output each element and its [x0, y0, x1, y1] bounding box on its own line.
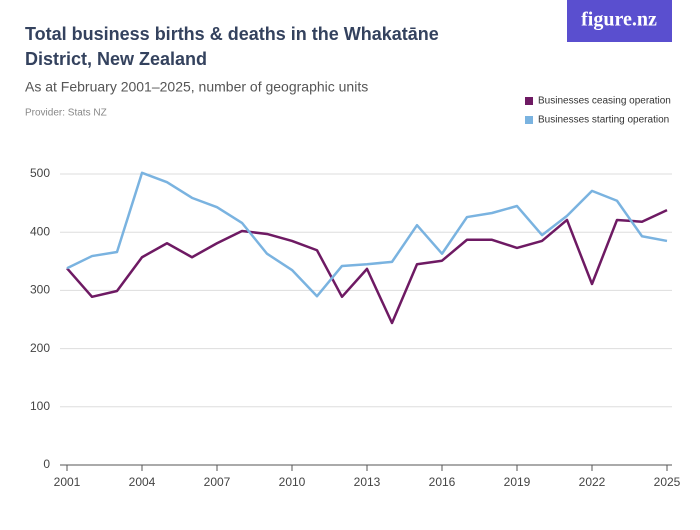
legend-marker — [525, 97, 533, 105]
chart-title: Total business births & deaths in the Wh… — [25, 24, 439, 69]
series-line — [66, 171, 668, 298]
logo: figure.nz — [581, 9, 657, 31]
x-tick-label: 2010 — [279, 475, 306, 489]
x-tick-label: 2016 — [429, 475, 456, 489]
y-tick-label: 200 — [30, 341, 50, 355]
x-tick-label: 2013 — [354, 475, 381, 489]
source: Provider: Stats NZ — [25, 108, 107, 119]
title-box: Total business births & deaths in the Wh… — [25, 24, 439, 69]
legend-label: Businesses ceasing operation — [538, 96, 671, 107]
y-tick-label: 0 — [43, 457, 50, 471]
x-tick-label: 2019 — [504, 475, 531, 489]
series-line — [66, 208, 668, 325]
legend-label: Businesses starting operation — [538, 115, 669, 126]
legend-marker — [525, 116, 533, 124]
x-tick-label: 2022 — [579, 475, 606, 489]
x-tick-label: 2001 — [54, 475, 81, 489]
y-tick-label: 300 — [30, 283, 50, 297]
y-tick-label: 500 — [30, 166, 50, 180]
x-tick-label: 2025 — [654, 475, 681, 489]
subtitle: As at February 2001–2025, number of geog… — [25, 79, 368, 95]
x-tick-label: 2007 — [204, 475, 231, 489]
y-tick-label: 100 — [30, 399, 50, 413]
logo-box — [567, 0, 672, 42]
x-tick-label: 2004 — [129, 475, 156, 489]
y-tick-label: 400 — [30, 224, 50, 238]
